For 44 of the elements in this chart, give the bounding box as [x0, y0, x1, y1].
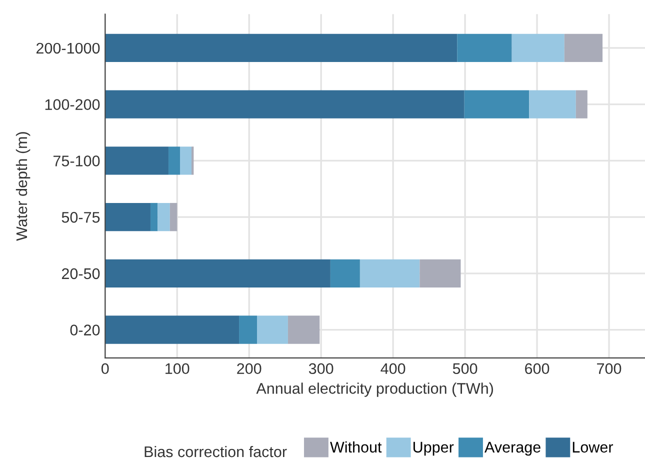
bar	[529, 90, 576, 118]
bar	[288, 316, 320, 344]
bar	[158, 202, 170, 232]
bar	[105, 90, 464, 118]
y-tick-label: 100-200	[45, 99, 100, 110]
bar	[105, 202, 150, 232]
bar	[257, 316, 288, 344]
legend-label: Without	[330, 441, 382, 453]
x-tick-label: 400	[380, 363, 406, 374]
bar	[330, 259, 360, 288]
bar	[180, 146, 192, 175]
x-tick-label: 200	[237, 363, 262, 374]
bar	[170, 202, 178, 232]
x-tick-label: 300	[308, 363, 334, 374]
bar	[512, 34, 564, 62]
bar	[150, 202, 158, 232]
y-tick-label: 0-20	[70, 324, 100, 336]
x-tick-label: 500	[452, 363, 478, 374]
bar	[168, 146, 180, 175]
y-tick-label: 50-75	[62, 212, 100, 223]
bar	[105, 34, 458, 62]
x-tick-label: 600	[525, 363, 550, 374]
legend-label: Average	[484, 442, 540, 456]
y-tick-label: 75-100	[53, 156, 100, 166]
y-tick-label: 200-1000	[36, 42, 100, 54]
x-tick-label: 700	[597, 363, 622, 374]
x-axis-title: Annual electricity production (TWh)	[256, 382, 493, 397]
bar	[464, 90, 530, 118]
y-tick-label: 20-50	[62, 268, 100, 280]
legend-label: Lower	[572, 442, 614, 453]
bar	[360, 259, 420, 288]
bar	[105, 146, 168, 175]
bar	[105, 316, 240, 344]
x-tick-label: 0	[101, 363, 109, 374]
bar	[105, 259, 330, 288]
bar	[564, 34, 603, 62]
bar	[239, 316, 258, 344]
bar	[457, 34, 512, 62]
legend-title: Bias correction factor	[144, 446, 287, 458]
bar	[420, 259, 461, 288]
legend-label: Upper	[414, 442, 454, 456]
bar	[576, 90, 588, 118]
y-axis-title: Water depth (m)	[16, 132, 30, 241]
x-tick-label: 100	[166, 363, 190, 374]
